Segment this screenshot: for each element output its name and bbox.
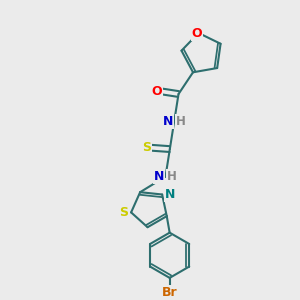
Text: S: S <box>119 206 128 219</box>
Text: N: N <box>154 170 164 183</box>
Text: N: N <box>163 115 173 128</box>
Text: S: S <box>142 141 151 154</box>
Text: N: N <box>165 188 175 201</box>
Text: H: H <box>176 115 185 128</box>
Text: O: O <box>152 85 162 98</box>
Text: H: H <box>167 170 177 183</box>
Text: Br: Br <box>162 286 178 299</box>
Text: O: O <box>192 26 203 40</box>
